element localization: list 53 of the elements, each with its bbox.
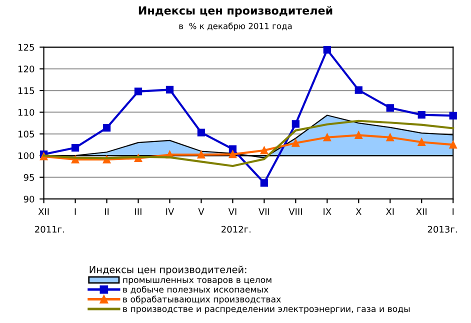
point (418, 111, 426, 119)
point (71, 144, 80, 152)
legend-title: Индексы цен производителей: (90, 266, 246, 276)
y-tick-label: 95 (24, 174, 34, 181)
x-tick-label: V (198, 208, 204, 215)
y-tick-label: 120 (18, 66, 34, 72)
point (292, 120, 300, 128)
legend-label: промышленных товаров в целом (123, 278, 272, 285)
legend-label: в добыче полезных ископаемых (123, 286, 268, 294)
point (449, 112, 457, 120)
point (354, 131, 362, 140)
x-tick-label: VII (258, 208, 270, 215)
y-tick-label: 115 (18, 87, 34, 94)
x-tick-label: XII (416, 208, 426, 215)
x-tick-label: XI (386, 208, 394, 215)
x-tick-label: II (104, 208, 109, 215)
y-tick-label: 125 (18, 44, 34, 51)
point (292, 139, 300, 147)
y-tick-label: 90 (24, 196, 34, 203)
point (418, 138, 426, 146)
point (197, 128, 206, 136)
chart-subtitle: в % к декабрю 2011 года (179, 22, 292, 31)
x-tick-label: IX (324, 208, 332, 215)
legend-label: в производстве и распределении электроэнергии, газа и воды (123, 307, 410, 314)
y-tick-label: 110 (18, 108, 34, 116)
text: 2011г. (35, 226, 64, 233)
x-tick-label: VI (228, 208, 236, 215)
point (260, 146, 268, 154)
point (449, 140, 457, 149)
x-tick-label: X (356, 208, 362, 215)
point (197, 150, 206, 159)
y-tick-label: 100 (18, 152, 34, 160)
x-tick-label: I (452, 208, 454, 215)
chart-title: Индексы цен производителей (138, 6, 332, 17)
x-tick-label: I (74, 208, 76, 215)
legend-label: в обрабатывающих производствах (123, 296, 281, 304)
point (386, 134, 394, 142)
point (228, 150, 237, 158)
x-tick-label: III (135, 208, 142, 215)
point (260, 179, 268, 187)
text: 2012г. (222, 226, 250, 233)
x-tick-label: XII (38, 208, 49, 215)
x-tick-label: IV (166, 208, 174, 215)
y-tick-label: 105 (18, 130, 34, 138)
point (354, 86, 362, 94)
x-tick-label: VIII (288, 208, 302, 215)
point (134, 88, 142, 96)
point (386, 104, 394, 112)
point (102, 124, 111, 132)
text: 2013г. (428, 226, 457, 233)
point (323, 46, 331, 54)
point (323, 134, 331, 142)
point (166, 86, 174, 94)
